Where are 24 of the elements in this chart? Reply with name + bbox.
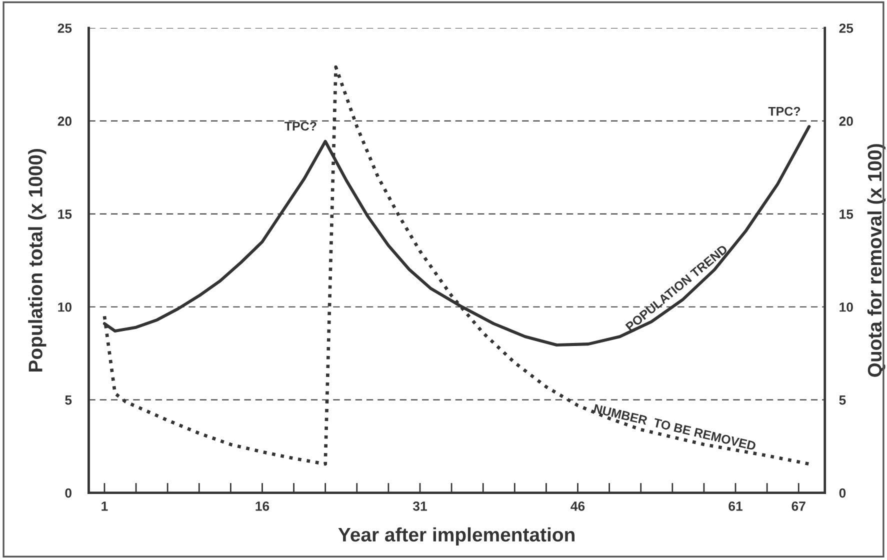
y2-tick-label: 5 [839,396,846,405]
y-tick-label: 0 [65,488,72,498]
y2-tick-label: 10 [840,302,853,312]
annotation: TPC? [284,122,316,131]
x-tick-label: 1 [102,502,108,511]
x-tick-label: 61 [728,501,742,511]
y2-axis-title: Quota for removal (x 100) [867,144,886,377]
y-tick-label: 15 [58,210,72,219]
x-tick-label: 31 [412,501,427,511]
y-axis-title: Population total (x 1000) [28,148,46,372]
y2-tick-label: 0 [839,488,846,498]
y2-tick-label: 20 [839,116,853,126]
annotation: TPC? [768,106,800,116]
line-series [102,65,811,466]
y-tick-label: 25 [58,24,72,33]
x-tick-label: 67 [792,501,806,511]
y-tick-label: 5 [65,396,72,405]
x-axis-title: Year after implementation [338,527,574,546]
y2-tick-label: 15 [840,210,854,219]
y-tick-label: 20 [58,116,72,126]
x-tick-label: 16 [256,501,270,511]
x-tick-label: 46 [570,501,585,511]
y-tick-label: 10 [58,302,72,312]
y2-tick-label: 25 [839,24,854,33]
